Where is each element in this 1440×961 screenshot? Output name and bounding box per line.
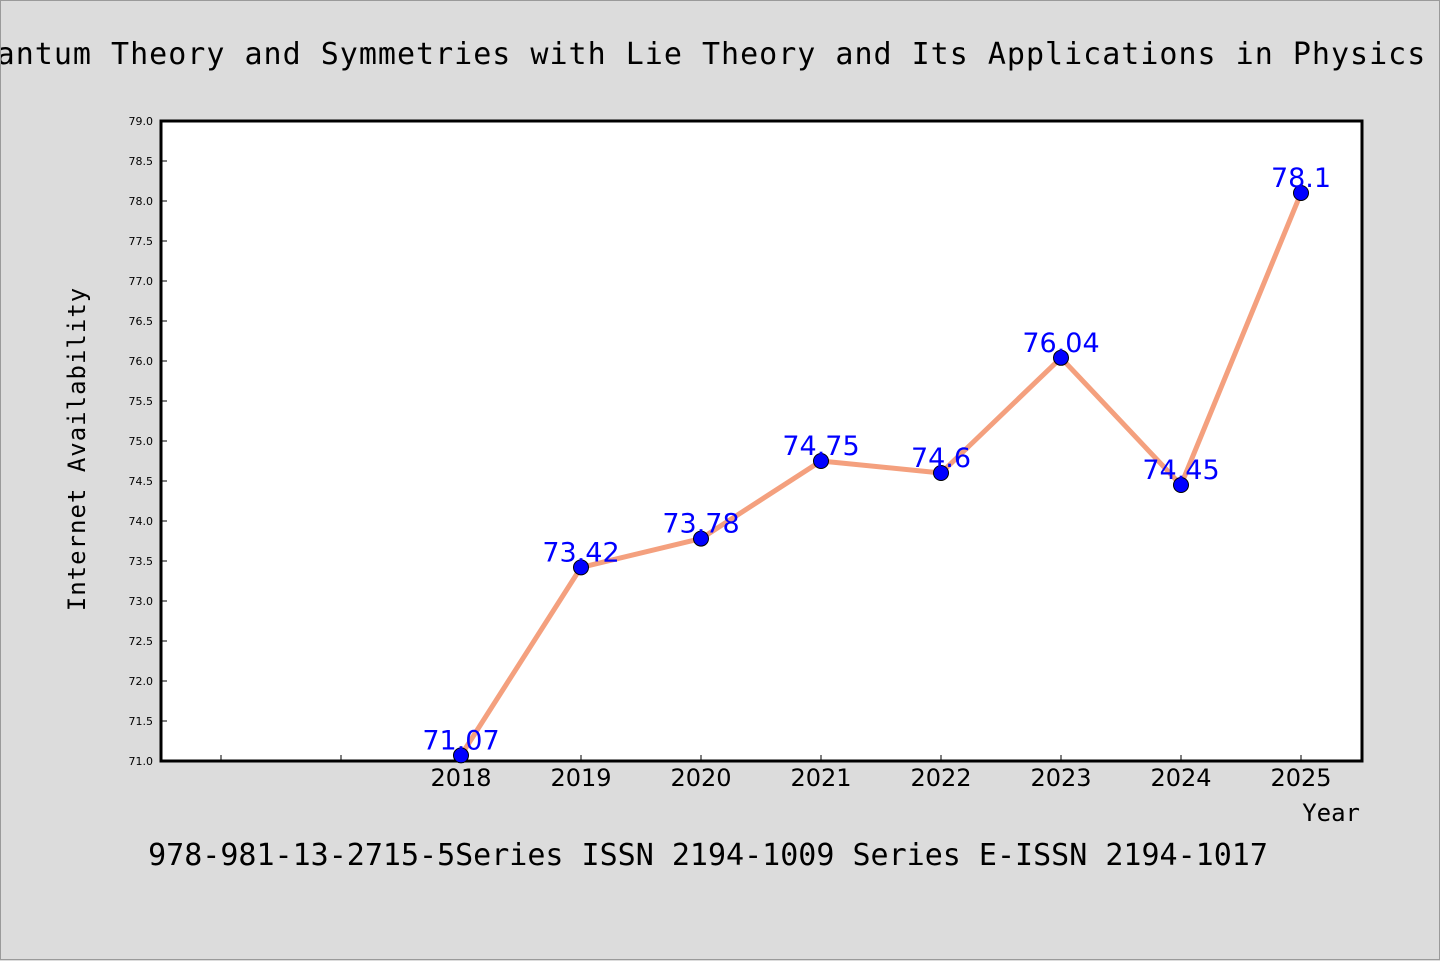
- x-tick-label: 2021: [790, 764, 851, 792]
- x-axis-label: Year: [1302, 799, 1360, 827]
- data-label: 76.04: [1022, 328, 1099, 359]
- data-point: [1293, 185, 1309, 201]
- x-tick-label: 2023: [1030, 764, 1091, 792]
- y-tick-label: 78.0: [129, 195, 154, 208]
- y-tick-label: 74.0: [129, 515, 154, 528]
- y-tick-label: 76.5: [129, 315, 154, 328]
- x-tick-label: 2020: [670, 764, 731, 792]
- y-tick-label: 77.5: [129, 235, 154, 248]
- y-tick-label: 72.5: [129, 635, 154, 648]
- y-tick-label: 71.5: [129, 715, 154, 728]
- x-tick-label: 2019: [550, 764, 611, 792]
- x-axis: 2018 2019 2020 2021 2022 2023 2024 2025: [220, 755, 1332, 792]
- y-tick-label: 73.5: [129, 555, 154, 568]
- data-label: 73.78: [662, 509, 739, 540]
- data-label: 74.75: [782, 431, 859, 462]
- y-tick-label: 75.0: [129, 435, 154, 448]
- y-tick-label: 71.0: [129, 755, 154, 768]
- footer-text: 978-981-13-2715-5Series ISSN 2194-1009 S…: [148, 838, 1268, 873]
- data-point: [453, 747, 469, 764]
- x-tick-label: 2024: [1150, 764, 1211, 792]
- chart-title: Quantum Theory and Symmetries with Lie T…: [1, 37, 1440, 72]
- y-tick-label: 72.0: [129, 675, 154, 688]
- data-label: 71.07: [422, 725, 499, 756]
- data-label: 74.45: [1142, 455, 1219, 486]
- data-point: [693, 530, 709, 547]
- y-tick-label: 74.5: [129, 475, 154, 488]
- y-axis: 71.0 71.5 72.0 72.5 73.0 73.5 74.0 74.5 75.0 75.5…: [129, 115, 167, 768]
- data-label: 78.1: [1271, 163, 1331, 194]
- data-point: [1053, 349, 1069, 366]
- data-label: 74.6: [911, 443, 971, 474]
- data-point: [573, 559, 589, 576]
- y-tick-label: 78.5: [129, 155, 154, 168]
- x-tick-label: 2018: [430, 764, 491, 792]
- data-point: [933, 465, 949, 481]
- y-tick-label: 76.0: [129, 355, 154, 368]
- series-line: [458, 190, 1304, 758]
- y-tick-label: 77.0: [129, 275, 154, 288]
- data-point: [813, 453, 829, 469]
- y-tick-label: 73.0: [129, 595, 154, 608]
- data-point: [1173, 477, 1189, 493]
- y-axis-label: Internet Availability: [63, 287, 91, 611]
- y-tick-label: 79.0: [129, 115, 154, 128]
- x-tick-label: 2022: [910, 764, 971, 792]
- plot-area: [159, 119, 1364, 763]
- y-tick-label: 75.5: [129, 395, 154, 408]
- data-label: 73.42: [542, 537, 619, 568]
- x-tick-label: 2025: [1270, 764, 1331, 792]
- series-internet-availability: 71.07 73.42 73.78 74.75 74.6 76.04 74.45 78.1: [422, 163, 1331, 764]
